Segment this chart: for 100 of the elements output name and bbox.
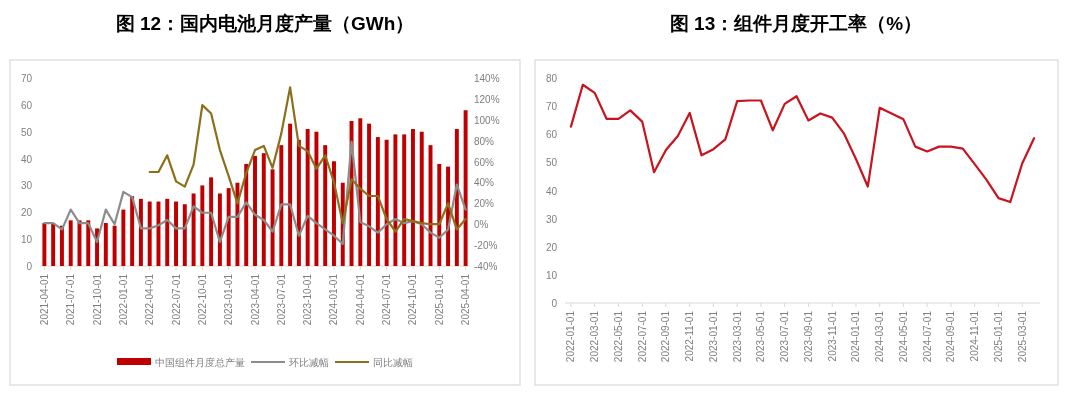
bar — [454, 129, 459, 266]
bar — [86, 220, 91, 266]
y-tick-label: 30 — [545, 213, 558, 225]
y-tick-label: 50 — [20, 126, 33, 138]
y-tick-label: 0 — [26, 261, 33, 272]
x-tick-label: 2024-11-01 — [969, 310, 981, 362]
y2-tick-label: 60% — [474, 156, 495, 168]
x-tick-label: 2022-11-01 — [684, 310, 696, 362]
x-tick-label: 2023-10-01 — [302, 273, 314, 326]
x-tick-label: 2025-04-01 — [460, 273, 472, 326]
bar — [174, 201, 178, 266]
bar — [209, 177, 214, 266]
y-tick-label: 20 — [545, 241, 558, 253]
y2-tick-label: 80% — [474, 135, 495, 147]
x-tick-label: 2024-01-01 — [850, 310, 862, 363]
x-tick-label: 2025-01-01 — [433, 273, 445, 326]
bar — [270, 169, 275, 266]
bar — [402, 134, 407, 266]
bar — [305, 129, 310, 266]
x-tick-label: 2023-11-01 — [826, 310, 838, 362]
y2-tick-label: 20% — [474, 198, 495, 210]
y2-tick-label: 40% — [474, 177, 495, 189]
y-tick-label: 50 — [545, 157, 558, 169]
bar — [437, 163, 442, 266]
x-tick-label: 2021-04-01 — [38, 273, 50, 326]
x-tick-label: 2022-05-01 — [612, 310, 624, 363]
x-tick-label: 2025-03-01 — [1016, 310, 1028, 363]
y-tick-label: 40 — [20, 153, 33, 165]
bar — [59, 225, 64, 266]
bar — [226, 188, 231, 266]
bar — [314, 131, 319, 266]
x-tick-label: 2023-07-01 — [779, 310, 791, 363]
y2-tick-label: 0% — [474, 219, 489, 231]
x-tick-label: 2024-09-01 — [945, 310, 957, 363]
x-tick-label: 2022-07-01 — [636, 310, 648, 363]
x-tick-label: 2022-01-01 — [565, 310, 577, 363]
bar — [147, 201, 152, 266]
x-tick-label: 2025-01-01 — [992, 310, 1004, 363]
y2-tick-label: 120% — [474, 93, 500, 105]
x-tick-label: 2024-01-01 — [328, 273, 340, 326]
y2-tick-label: -20% — [474, 240, 498, 252]
x-tick-label: 2022-04-01 — [144, 273, 156, 326]
x-tick-label: 2022-03-01 — [589, 310, 601, 363]
bar — [384, 139, 389, 266]
bar — [288, 123, 293, 266]
bar — [121, 209, 126, 266]
bar — [165, 198, 170, 266]
bar — [51, 223, 56, 266]
x-tick-label: 2023-01-01 — [223, 273, 235, 326]
y-tick-label: 40 — [545, 185, 558, 197]
x-tick-label: 2021-10-01 — [91, 273, 103, 326]
x-tick-label: 2024-05-01 — [897, 310, 909, 363]
x-tick-label: 2021-07-01 — [65, 273, 77, 326]
x-tick-label: 2023-03-01 — [731, 310, 743, 363]
bar — [130, 196, 135, 266]
y2-tick-label: 140% — [474, 73, 500, 84]
x-tick-label: 2024-07-01 — [921, 310, 933, 363]
line-series — [148, 86, 467, 233]
bar — [112, 225, 117, 266]
bar — [42, 223, 47, 266]
bar — [419, 131, 424, 266]
chart-title: 图 13：组件月度开工率（%） — [669, 13, 923, 34]
x-tick-label: 2023-07-01 — [275, 273, 287, 326]
bar — [191, 193, 196, 266]
bar — [279, 145, 284, 266]
bar — [367, 123, 372, 266]
y-tick-label: 20 — [20, 207, 33, 219]
bar — [375, 137, 380, 266]
legend-label: 中国组件月度总产量 — [155, 357, 245, 368]
x-tick-label: 2022-10-01 — [196, 273, 208, 326]
x-tick-label: 2022-07-01 — [170, 273, 182, 326]
x-tick-label: 2024-04-01 — [354, 273, 366, 326]
bar — [253, 155, 257, 266]
x-tick-label: 2022-01-01 — [117, 273, 129, 326]
y-tick-label: 70 — [20, 73, 33, 84]
bar — [200, 185, 205, 266]
x-tick-label: 2024-10-01 — [407, 273, 419, 326]
y-tick-label: 70 — [545, 101, 558, 113]
bar — [463, 110, 468, 266]
x-tick-label: 2023-09-01 — [802, 310, 814, 363]
x-tick-label: 2023-04-01 — [249, 273, 261, 326]
legend-label: 同比减幅 — [373, 357, 413, 368]
bar — [182, 204, 187, 266]
x-tick-label: 2024-03-01 — [874, 310, 886, 363]
x-tick-label: 2023-01-01 — [707, 310, 719, 363]
x-tick-label: 2023-05-01 — [755, 310, 767, 363]
line-series — [569, 83, 1036, 204]
bar — [393, 134, 398, 266]
bar — [410, 129, 415, 266]
bar — [103, 223, 108, 266]
x-tick-label: 2022-09-01 — [660, 310, 672, 363]
y2-tick-label: 100% — [474, 114, 500, 126]
y-tick-label: 60 — [20, 99, 33, 111]
line-series — [43, 140, 467, 246]
bar — [156, 201, 161, 266]
y2-tick-label: -40% — [474, 261, 498, 272]
bar — [138, 198, 143, 266]
bar — [358, 118, 363, 266]
y-tick-label: 30 — [20, 180, 33, 192]
y-tick-label: 60 — [545, 129, 558, 141]
